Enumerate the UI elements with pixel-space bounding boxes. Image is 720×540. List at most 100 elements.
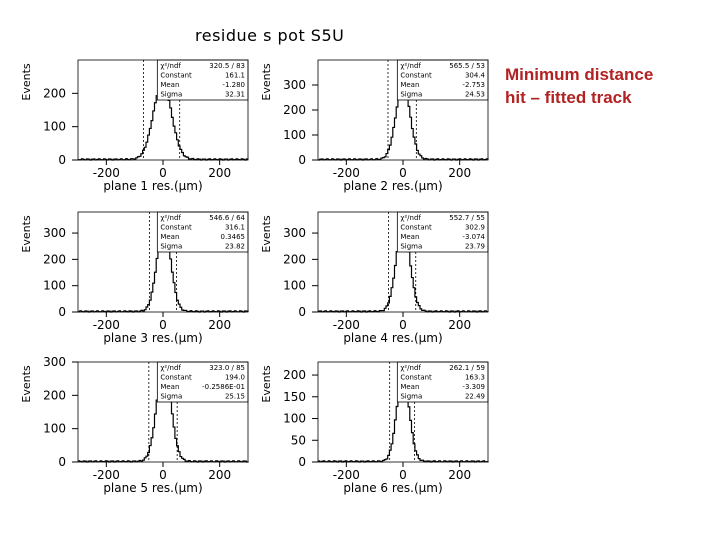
y-tick-label: 100 <box>43 422 66 436</box>
stats-value: 161.1 <box>225 72 245 80</box>
x-tick-label: -200 <box>93 318 120 332</box>
y-tick-label: 200 <box>43 86 66 100</box>
stats-value: -3.309 <box>462 383 485 391</box>
y-tick-label: 200 <box>283 252 306 266</box>
stats-label: Mean <box>160 383 179 391</box>
stats-box <box>396 211 489 253</box>
stats-value: 23.82 <box>225 243 245 251</box>
stats-label: Mean <box>160 81 179 89</box>
y-axis-label: Events <box>20 63 33 101</box>
x-axis-label: plane 6 res.(μm) <box>343 481 442 495</box>
stats-value: 304.4 <box>465 72 486 80</box>
stats-label: Mean <box>400 383 419 391</box>
stats-value: 320.5 / 83 <box>209 62 245 70</box>
x-tick-label: 0 <box>399 166 407 180</box>
y-tick-label: 0 <box>58 305 66 319</box>
annotation-text: Minimum distance hit – fitted track <box>505 63 653 109</box>
y-tick-label: 100 <box>43 279 66 293</box>
stats-label: Sigma <box>160 243 182 251</box>
y-tick-label: 0 <box>298 153 306 167</box>
stats-label: Constant <box>400 72 432 80</box>
x-axis-label: plane 4 res.(μm) <box>343 331 442 345</box>
x-tick-label: 200 <box>448 318 471 332</box>
stats-label: Constant <box>400 374 432 382</box>
stats-value: 25.15 <box>225 393 245 401</box>
y-tick-label: 0 <box>58 455 66 469</box>
stats-value: 552.7 / 55 <box>449 214 485 222</box>
y-tick-label: 100 <box>283 279 306 293</box>
stats-label: χ²/ndf <box>400 214 421 222</box>
x-tick-label: 0 <box>399 468 407 482</box>
plot-frame <box>77 211 249 313</box>
y-tick-label: 200 <box>283 368 306 382</box>
stats-label: χ²/ndf <box>400 364 421 372</box>
y-tick-label: 300 <box>43 355 66 369</box>
x-axis-label: plane 1 res.(μm) <box>103 179 202 193</box>
stats-label: χ²/ndf <box>160 62 181 70</box>
y-tick-label: 200 <box>43 388 66 402</box>
y-tick-label: 300 <box>283 78 306 92</box>
y-tick-label: 200 <box>283 103 306 117</box>
stats-label: χ²/ndf <box>160 364 181 372</box>
stats-value: -3.074 <box>462 233 485 241</box>
stats-label: Sigma <box>400 91 422 99</box>
stats-value: -1.280 <box>222 81 245 89</box>
x-tick-label: 0 <box>159 166 167 180</box>
stats-label: Sigma <box>160 91 182 99</box>
stats-label: Mean <box>160 233 179 241</box>
x-tick-label: 200 <box>448 166 471 180</box>
stats-value: 23.79 <box>465 243 485 251</box>
stats-label: Constant <box>400 224 432 232</box>
y-tick-label: 300 <box>283 226 306 240</box>
x-tick-label: -200 <box>93 166 120 180</box>
stats-label: Constant <box>160 72 192 80</box>
y-tick-label: 100 <box>283 128 306 142</box>
stats-label: Constant <box>160 374 192 382</box>
y-tick-label: 0 <box>298 305 306 319</box>
y-axis-label: Events <box>20 365 33 403</box>
x-tick-label: 0 <box>399 318 407 332</box>
annotation-line-2: hit – fitted track <box>505 88 632 107</box>
annotation-line-1: Minimum distance <box>505 65 654 84</box>
stats-box <box>396 361 489 403</box>
plot-frame <box>77 361 249 463</box>
stats-value: 24.53 <box>465 91 485 99</box>
x-axis-label: plane 5 res.(μm) <box>103 481 202 495</box>
stats-label: Sigma <box>160 393 182 401</box>
stats-value: 0.3465 <box>221 233 246 241</box>
x-tick-label: -200 <box>333 468 360 482</box>
plot-frame <box>77 59 249 161</box>
stats-value: 316.1 <box>225 224 245 232</box>
stats-value: 262.1 / 59 <box>449 364 485 372</box>
x-tick-label: -200 <box>93 468 120 482</box>
x-tick-label: 200 <box>208 468 231 482</box>
plot-frame <box>317 361 489 463</box>
x-axis-label: plane 3 res.(μm) <box>103 331 202 345</box>
x-tick-label: 0 <box>159 468 167 482</box>
y-tick-label: 200 <box>43 252 66 266</box>
y-axis-label: Events <box>260 365 273 403</box>
y-tick-label: 100 <box>43 120 66 134</box>
stats-label: Constant <box>160 224 192 232</box>
x-tick-label: 0 <box>159 318 167 332</box>
stats-label: χ²/ndf <box>160 214 181 222</box>
stats-box <box>156 59 249 101</box>
y-tick-label: 0 <box>298 455 306 469</box>
y-axis-label: Events <box>20 215 33 253</box>
y-tick-label: 0 <box>58 153 66 167</box>
stats-label: Mean <box>400 81 419 89</box>
stats-value: -2.753 <box>462 81 485 89</box>
stats-value: 22.49 <box>465 393 485 401</box>
y-tick-label: 150 <box>283 390 306 404</box>
x-axis-label: plane 2 res.(μm) <box>343 179 442 193</box>
x-tick-label: -200 <box>333 318 360 332</box>
stats-box <box>396 59 489 101</box>
y-axis-label: Events <box>260 63 273 101</box>
stats-value: 323.0 / 85 <box>209 364 245 372</box>
plot-frame <box>317 59 489 161</box>
stats-value: 546.6 / 64 <box>209 214 245 222</box>
stats-value: 194.0 <box>225 374 245 382</box>
x-tick-label: 200 <box>208 166 231 180</box>
y-axis-label: Events <box>260 215 273 253</box>
stats-value: 302.9 <box>465 224 485 232</box>
